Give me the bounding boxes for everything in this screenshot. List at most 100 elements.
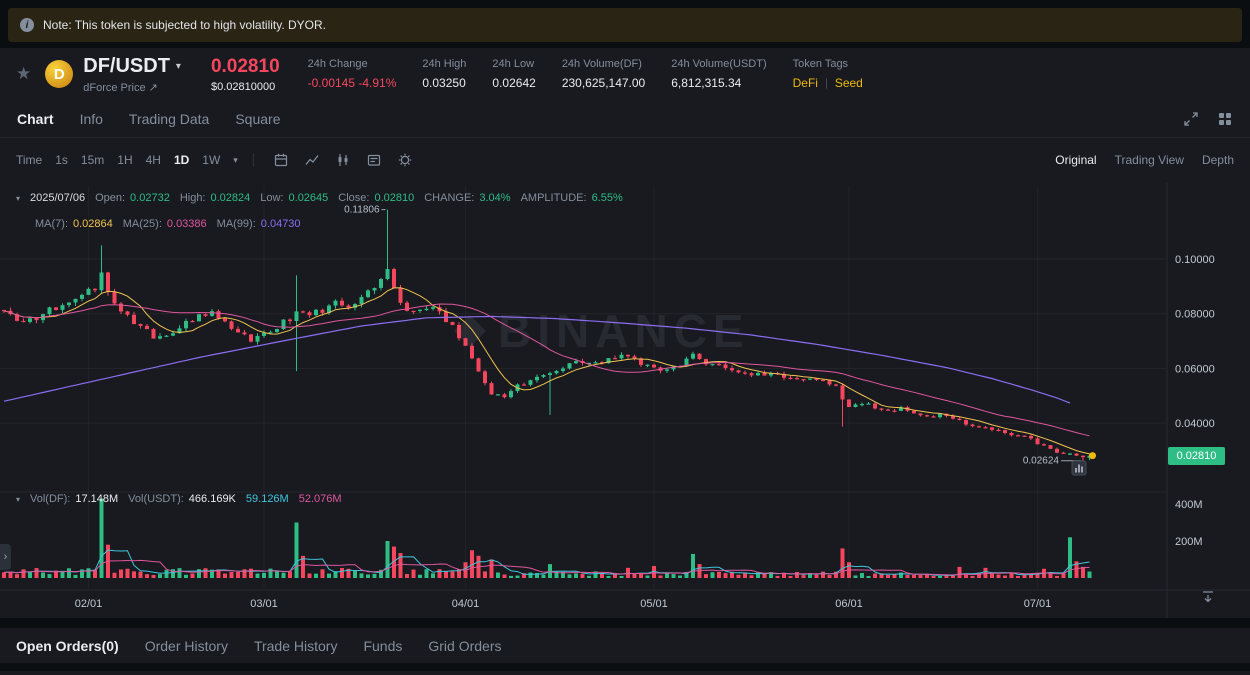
stat-24h-low: 24h Low 0.02642	[492, 58, 536, 90]
volume-legend: ▾ Vol(DF): 17.148M Vol(USDT): 466.169K 59.…	[16, 493, 342, 505]
tab-square[interactable]: Square	[235, 110, 281, 127]
indicators-icon[interactable]	[366, 152, 382, 168]
settings-gear-icon[interactable]	[397, 152, 413, 168]
time-label: Time	[16, 153, 43, 167]
tab-order-history[interactable]: Order History	[144, 637, 228, 654]
candles	[2, 209, 1092, 461]
tab-open-orders[interactable]: Open Orders(0)	[16, 637, 119, 654]
external-link-icon[interactable]: ↗	[148, 81, 158, 94]
layout-grid-icon[interactable]	[1217, 111, 1233, 127]
interval-1d[interactable]: 1D	[173, 153, 190, 167]
svg-text:02/01: 02/01	[75, 598, 103, 610]
token-tags: Token Tags DeFi | Seed	[792, 58, 863, 90]
ohlc-low: Low: 0.02645	[260, 192, 329, 204]
toolbar-divider	[252, 153, 254, 167]
stat-24h-volume-usdt: 24h Volume(USDT) 6,812,315.34	[671, 58, 767, 90]
ohlc-change: CHANGE: 3.04%	[424, 192, 511, 204]
ma25-line	[3, 303, 1090, 437]
svg-text:0.08000: 0.08000	[1175, 309, 1215, 321]
svg-text:0.04000: 0.04000	[1175, 418, 1215, 430]
stat-24h-change: 24h Change -0.00145 -4.91%	[307, 58, 397, 90]
panel-expander-chevron[interactable]: ›	[0, 544, 11, 570]
chart-grid: 02/01 03/01 04/01 05/01 06/01 07/01 0.10000 0.0…	[0, 183, 1250, 618]
orders-tabs: Open Orders(0) Order History Trade Histo…	[0, 628, 1250, 663]
tag-separator: |	[824, 77, 828, 89]
ohlc-open: Open: 0.02732	[95, 192, 170, 204]
ohlc-amplitude: AMPLITUDE: 6.55%	[520, 192, 623, 204]
ma99-value: MA(99): 0.04730	[216, 218, 301, 230]
compare-candles-icon[interactable]	[335, 152, 351, 168]
pair-symbol[interactable]: DF/USDT	[83, 54, 170, 77]
tab-funds[interactable]: Funds	[363, 637, 403, 654]
binance-watermark: BINANCE	[454, 305, 750, 357]
price-block: 0.02810 $0.02810000	[211, 56, 280, 93]
interval-1h[interactable]: 1H	[117, 153, 133, 167]
svg-text:07/01: 07/01	[1024, 598, 1052, 610]
svg-text:BINANCE: BINANCE	[498, 305, 750, 357]
interval-1s[interactable]: 1s	[55, 153, 68, 167]
svg-text:06/01: 06/01	[835, 598, 863, 610]
tab-chart[interactable]: Chart	[17, 110, 54, 127]
token-name-link[interactable]: dForce Price	[83, 81, 146, 94]
vol-ma-slow-line	[3, 559, 1090, 576]
tab-trade-history[interactable]: Trade History	[253, 637, 338, 654]
stat-24h-high: 24h High 0.03250	[422, 58, 467, 90]
ma25-value: MA(25): 0.03386	[122, 218, 207, 230]
chevron-down-icon[interactable]: ▾	[175, 60, 181, 72]
symbol-block: DF/USDT ▾ dForce Price ↗	[83, 55, 181, 94]
tag-defi[interactable]: DeFi	[792, 76, 818, 90]
last-price: 0.02810	[210, 55, 280, 77]
favorite-star-icon[interactable]: ★	[16, 64, 32, 83]
svg-text:05/01: 05/01	[640, 598, 668, 610]
ohlc-close: Close: 0.02810	[338, 192, 415, 204]
chart-marker-badge[interactable]	[1071, 460, 1087, 476]
info-icon: i	[20, 18, 34, 32]
svg-text:0.10000: 0.10000	[1175, 254, 1215, 266]
tab-grid-orders[interactable]: Grid Orders	[428, 637, 502, 654]
notice-text: Note: This token is subjected to high vo…	[43, 18, 327, 32]
ma7-line	[3, 287, 1090, 455]
view-tradingview[interactable]: Trading View	[1114, 153, 1184, 167]
interval-1w[interactable]: 1W	[202, 153, 221, 167]
jump-to-latest-icon[interactable]	[1200, 589, 1216, 605]
stat-24h-volume-df: 24h Volume(DF) 230,625,147.00	[561, 58, 646, 90]
collapse-caret-icon[interactable]: ▾	[16, 494, 21, 504]
vol-usdt: Vol(USDT): 466.169K	[128, 493, 236, 505]
ticker-header: ★ D DF/USDT ▾ dForce Price ↗ 0.02810 $0.…	[0, 48, 1250, 100]
calendar-icon[interactable]	[273, 152, 289, 168]
svg-text:400M: 400M	[1175, 499, 1203, 511]
next-panel-edge	[0, 671, 1250, 675]
interval-more-chevron-icon[interactable]: ▾	[233, 154, 238, 165]
svg-text:0.11806: 0.11806	[344, 205, 380, 216]
chart-style-icon[interactable]	[304, 152, 320, 168]
ohlc-legend: ▾ 2025/07/06 Open: 0.02732 High: 0.02824 L…	[16, 192, 623, 204]
svg-text:03/01: 03/01	[250, 598, 278, 610]
view-original[interactable]: Original	[1055, 153, 1097, 167]
tab-info[interactable]: Info	[79, 110, 103, 127]
ma-legend: MA(7): 0.02864 MA(25): 0.03386 MA(99): 0.04…	[35, 218, 301, 230]
ohlc-high: High: 0.02824	[179, 192, 251, 204]
ohlc-date: 2025/07/06	[30, 192, 86, 204]
chart-area: 02/01 03/01 04/01 05/01 06/01 07/01 0.10000 0.0…	[0, 182, 1250, 618]
tag-seed[interactable]: Seed	[834, 76, 863, 90]
main-tabs: Chart Info Trading Data Square	[0, 100, 1250, 138]
interval-4h[interactable]: 4H	[145, 153, 161, 167]
collapse-caret-icon[interactable]: ▾	[16, 193, 21, 203]
fullscreen-icon[interactable]	[1183, 111, 1199, 127]
tab-trading-data[interactable]: Trading Data	[128, 110, 210, 127]
last-price-dot	[1089, 452, 1096, 460]
price-chart[interactable]: 02/01 03/01 04/01 05/01 06/01 07/01 0.10000 0.0…	[0, 182, 1250, 618]
view-depth[interactable]: Depth	[1201, 153, 1234, 167]
svg-text:0.02624: 0.02624	[1023, 456, 1060, 467]
vol-ma-slow: 52.076M	[298, 493, 342, 505]
interval-15m[interactable]: 15m	[80, 153, 105, 167]
svg-text:0.06000: 0.06000	[1175, 363, 1215, 375]
volatility-notice: i Note: This token is subjected to high …	[8, 8, 1242, 42]
volume-bars	[2, 498, 1092, 578]
ma99-line	[3, 315, 1071, 404]
usd-price: $0.02810000	[210, 80, 276, 93]
ma7-value: MA(7): 0.02864	[35, 218, 113, 230]
svg-text:04/01: 04/01	[452, 598, 480, 610]
vol-ma-fast: 59.126M	[245, 493, 289, 505]
svg-text:200M: 200M	[1175, 536, 1203, 548]
